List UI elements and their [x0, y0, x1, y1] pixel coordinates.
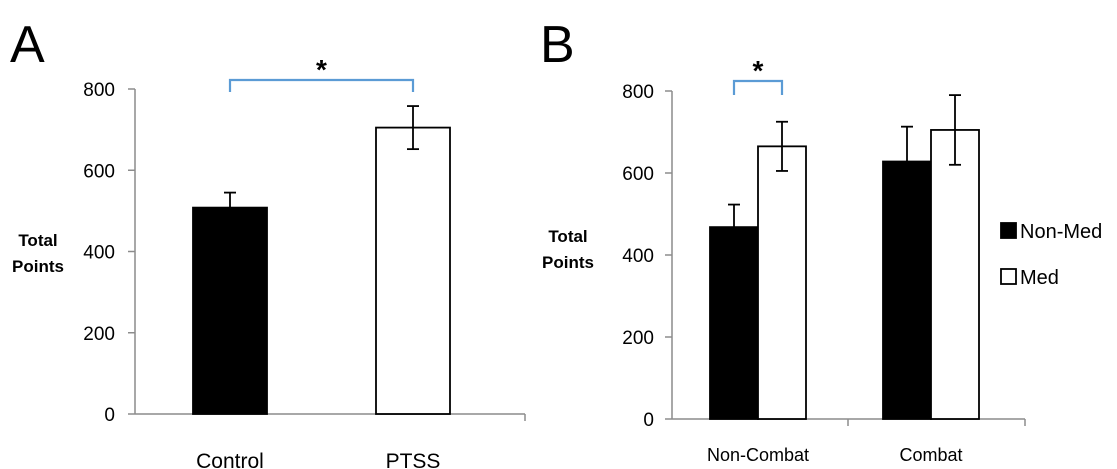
panel-b-letter: B — [540, 16, 575, 74]
panel-b-ylabel-line-1: Total — [548, 227, 587, 246]
panel-a: A Total Points 0 200 400 600 800 Control PTSS * — [10, 16, 526, 469]
panel-a-significance-bracket — [228, 78, 415, 92]
panel-b-ytick-label: 200 — [622, 328, 654, 349]
panel-b-bar-non-combat-non-med — [709, 226, 759, 420]
panel-b-ylabel-line-2: Points — [542, 253, 594, 272]
panel-a-category-label: Control — [196, 450, 264, 469]
panel-a-letter: A — [10, 16, 45, 74]
panel-b-bar-combat-med — [930, 129, 980, 420]
panel-b-bar-non-combat-med — [757, 145, 807, 420]
panel-b-significance-bracket — [732, 79, 784, 95]
panel-b-ytick-label: 600 — [622, 164, 654, 185]
panel-b-ytick-label: 400 — [622, 246, 654, 267]
panel-b-bar-combat-non-med — [882, 160, 932, 420]
panel-a-category-label: PTSS — [386, 450, 441, 469]
panel-a-bar-control — [192, 206, 268, 415]
panel-b: B Total Points Non-Med Med 0 200 400 600 800 N… — [540, 16, 1102, 465]
legend-swatch-non-med — [1000, 222, 1017, 239]
panel-b-significance-star: * — [753, 55, 764, 86]
panel-a-ytick-label: 400 — [83, 243, 115, 264]
panel-a-ylabel-line-2: Points — [12, 257, 64, 276]
legend-swatch-med — [1000, 268, 1017, 285]
panel-b-ytick-label: 0 — [643, 410, 654, 431]
panel-a-ytick-label: 0 — [104, 405, 115, 426]
panel-a-bar-ptss — [375, 126, 451, 415]
panel-b-category-label: Non-Combat — [707, 445, 809, 465]
legend-label-non-med: Non-Med — [1020, 221, 1102, 243]
panel-b-ytick-label: 800 — [622, 82, 654, 103]
panel-a-significance-star: * — [316, 54, 327, 85]
panel-a-ytick-label: 800 — [83, 80, 115, 101]
panel-a-ylabel-line-1: Total — [18, 231, 57, 250]
panel-a-ytick-label: 600 — [83, 161, 115, 182]
legend-label-med: Med — [1020, 267, 1059, 289]
panel-b-category-label: Combat — [899, 445, 962, 465]
panel-a-ytick-label: 200 — [83, 324, 115, 345]
legend: Non-Med Med — [1000, 221, 1102, 289]
